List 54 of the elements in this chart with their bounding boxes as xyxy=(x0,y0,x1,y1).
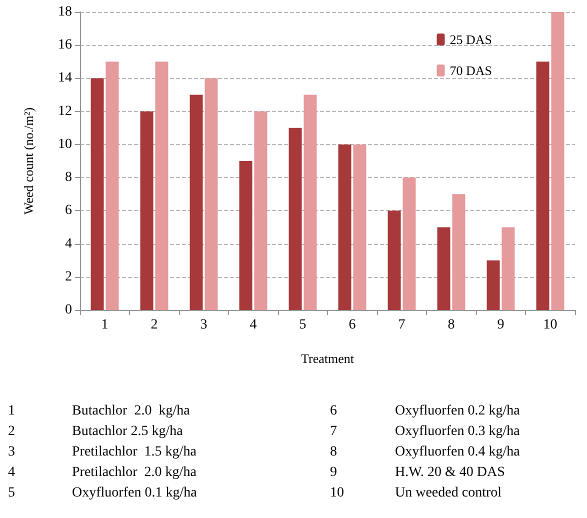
text: 7 Oxyfluorfen 0.3 kg/ha xyxy=(330,424,520,439)
y-tick-label: 8 xyxy=(65,170,72,186)
y-tick-label: 16 xyxy=(58,38,72,53)
bar xyxy=(452,194,466,310)
legend-label: 25 DAS xyxy=(450,32,492,47)
x-tick-label: 9 xyxy=(497,318,504,332)
bar xyxy=(536,62,550,310)
y-tick-label: 0 xyxy=(65,302,72,318)
y-axis-title: Weed count (no./m²) xyxy=(21,107,36,215)
bar xyxy=(402,178,416,310)
y-tick-label: 2 xyxy=(65,269,72,284)
text: 3 Pretilachlor 1.5 kg/ha xyxy=(8,444,196,460)
x-tick-label: 1 xyxy=(101,318,108,332)
bar xyxy=(106,62,119,310)
x-tick-label: 3 xyxy=(200,318,208,332)
x-tick-label: 4 xyxy=(250,318,257,332)
text: 10 Un weeded control xyxy=(330,486,502,500)
legend-label: 70 DAS xyxy=(450,63,492,78)
bar xyxy=(190,94,203,310)
bar xyxy=(239,161,252,310)
x-tick-label: 6 xyxy=(348,318,356,332)
bar xyxy=(304,94,317,310)
y-tick-label: 4 xyxy=(65,236,72,252)
bar xyxy=(204,78,218,310)
text: 9 H.W. 20 & 40 DAS xyxy=(330,465,505,480)
bar xyxy=(353,144,366,310)
text: 1 Butachlor 2.0 kg/ha xyxy=(8,404,190,418)
bar xyxy=(551,12,564,310)
bar xyxy=(486,260,500,310)
text: 6 Oxyfluorfen 0.2 kg/ha xyxy=(330,404,520,418)
y-tick-label: 18 xyxy=(58,4,72,20)
y-tick-label: 14 xyxy=(58,70,72,86)
bar xyxy=(155,62,168,310)
text: 4 Pretilachlor 2.0 kg/ha xyxy=(8,465,196,480)
x-tick-label: 10 xyxy=(543,318,558,332)
bar xyxy=(437,227,450,310)
y-tick-label: 10 xyxy=(58,136,72,152)
x-tick-label: 7 xyxy=(398,318,406,332)
y-tick-label: 12 xyxy=(58,104,72,119)
text: 2 Butachlor 2.5 kg/ha xyxy=(8,424,183,439)
x-axis-title: Treatment xyxy=(301,351,354,366)
text: 5 Oxyfluorfen 0.1 kg/ha xyxy=(8,486,197,500)
x-tick-label: 2 xyxy=(150,318,158,332)
bar xyxy=(140,111,154,310)
bar xyxy=(502,227,515,310)
x-tick-label: 8 xyxy=(448,318,455,332)
x-tick-label: 5 xyxy=(299,318,306,332)
text: 8 Oxyfluorfen 0.4 kg/ha xyxy=(330,444,520,460)
bar xyxy=(338,144,352,310)
bar xyxy=(288,128,302,310)
y-tick-label: 6 xyxy=(65,203,72,218)
bar xyxy=(90,78,104,310)
bar xyxy=(254,111,268,310)
bar xyxy=(388,210,401,310)
